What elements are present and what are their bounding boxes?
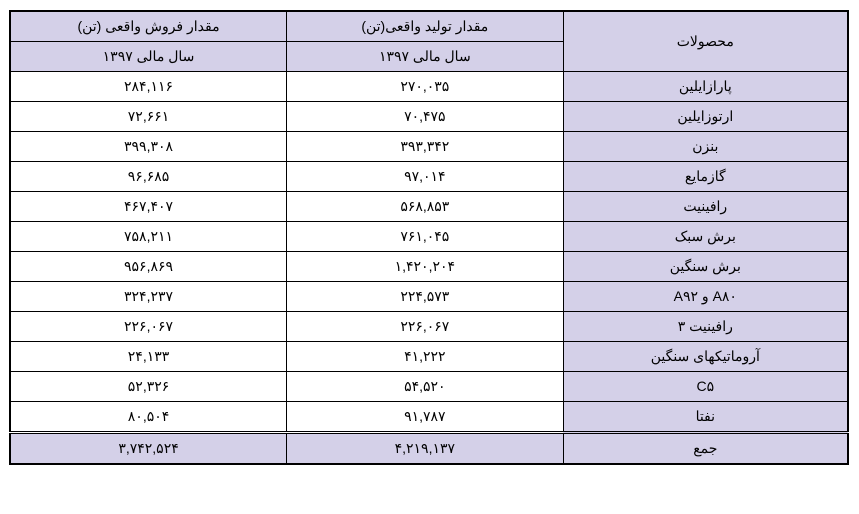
sales-cell: ۳۲۴,۲۳۷ <box>10 282 287 312</box>
table-row: C۵۵۴,۵۲۰۵۲,۳۲۶ <box>10 372 848 402</box>
table-body: پارازایلین۲۷۰,۰۳۵۲۸۴,۱۱۶ارتوزایلین۷۰,۴۷۵… <box>10 72 848 465</box>
total-label-cell: جمع <box>563 433 848 465</box>
table-row: پارازایلین۲۷۰,۰۳۵۲۸۴,۱۱۶ <box>10 72 848 102</box>
sales-cell: ۹۵۶,۸۶۹ <box>10 252 287 282</box>
production-cell: ۲۲۶,۰۶۷ <box>287 312 564 342</box>
sales-cell: ۸۰,۵۰۴ <box>10 402 287 433</box>
product-cell: ارتوزایلین <box>563 102 848 132</box>
total-sales-cell: ۳,۷۴۲,۵۲۴ <box>10 433 287 465</box>
production-cell: ۵۴,۵۲۰ <box>287 372 564 402</box>
production-cell: ۷۶۱,۰۴۵ <box>287 222 564 252</box>
product-cell: A۸۰ و A۹۲ <box>563 282 848 312</box>
production-year-header: سال مالی ۱۳۹۷ <box>287 42 564 72</box>
production-sales-table-container: محصولات مقدار تولید واقعی(تن) مقدار فروش… <box>9 10 849 465</box>
total-row: جمع۴,۲۱۹,۱۳۷۳,۷۴۲,۵۲۴ <box>10 433 848 465</box>
production-cell: ۲۲۴,۵۷۳ <box>287 282 564 312</box>
product-cell: برش سنگین <box>563 252 848 282</box>
product-cell: برش سبک <box>563 222 848 252</box>
production-cell: ۲۷۰,۰۳۵ <box>287 72 564 102</box>
product-cell: پارازایلین <box>563 72 848 102</box>
sales-cell: ۴۶۷,۴۰۷ <box>10 192 287 222</box>
production-cell: ۳۹۳,۳۴۲ <box>287 132 564 162</box>
product-cell: آروماتیکهای سنگین <box>563 342 848 372</box>
table-row: برش سبک۷۶۱,۰۴۵۷۵۸,۲۱۱ <box>10 222 848 252</box>
table-row: رافینیت۵۶۸,۸۵۳۴۶۷,۴۰۷ <box>10 192 848 222</box>
table-row: رافینیت ۳۲۲۶,۰۶۷۲۲۶,۰۶۷ <box>10 312 848 342</box>
sales-cell: ۵۲,۳۲۶ <box>10 372 287 402</box>
production-sales-table: محصولات مقدار تولید واقعی(تن) مقدار فروش… <box>9 10 849 465</box>
production-header: مقدار تولید واقعی(تن) <box>287 11 564 42</box>
table-row: برش سنگین۱,۴۲۰,۲۰۴۹۵۶,۸۶۹ <box>10 252 848 282</box>
product-cell: بنزن <box>563 132 848 162</box>
production-cell: ۴۱,۲۲۲ <box>287 342 564 372</box>
sales-header: مقدار فروش واقعی (تن) <box>10 11 287 42</box>
sales-cell: ۹۶,۶۸۵ <box>10 162 287 192</box>
sales-cell: ۲۴,۱۳۳ <box>10 342 287 372</box>
sales-cell: ۲۲۶,۰۶۷ <box>10 312 287 342</box>
product-cell: C۵ <box>563 372 848 402</box>
table-row: بنزن۳۹۳,۳۴۲۳۹۹,۳۰۸ <box>10 132 848 162</box>
production-cell: ۹۱,۷۸۷ <box>287 402 564 433</box>
table-header-row-1: محصولات مقدار تولید واقعی(تن) مقدار فروش… <box>10 11 848 42</box>
sales-year-header: سال مالی ۱۳۹۷ <box>10 42 287 72</box>
sales-cell: ۷۲,۶۶۱ <box>10 102 287 132</box>
production-cell: ۱,۴۲۰,۲۰۴ <box>287 252 564 282</box>
product-cell: رافینیت ۳ <box>563 312 848 342</box>
table-row: آروماتیکهای سنگین۴۱,۲۲۲۲۴,۱۳۳ <box>10 342 848 372</box>
table-row: A۸۰ و A۹۲۲۲۴,۵۷۳۳۲۴,۲۳۷ <box>10 282 848 312</box>
production-cell: ۵۶۸,۸۵۳ <box>287 192 564 222</box>
sales-cell: ۲۸۴,۱۱۶ <box>10 72 287 102</box>
table-row: ارتوزایلین۷۰,۴۷۵۷۲,۶۶۱ <box>10 102 848 132</box>
total-production-cell: ۴,۲۱۹,۱۳۷ <box>287 433 564 465</box>
product-cell: گازمایع <box>563 162 848 192</box>
products-header: محصولات <box>563 11 848 72</box>
production-cell: ۹۷,۰۱۴ <box>287 162 564 192</box>
sales-cell: ۷۵۸,۲۱۱ <box>10 222 287 252</box>
production-cell: ۷۰,۴۷۵ <box>287 102 564 132</box>
product-cell: نفتا <box>563 402 848 433</box>
sales-cell: ۳۹۹,۳۰۸ <box>10 132 287 162</box>
product-cell: رافینیت <box>563 192 848 222</box>
table-row: نفتا۹۱,۷۸۷۸۰,۵۰۴ <box>10 402 848 433</box>
table-row: گازمایع۹۷,۰۱۴۹۶,۶۸۵ <box>10 162 848 192</box>
